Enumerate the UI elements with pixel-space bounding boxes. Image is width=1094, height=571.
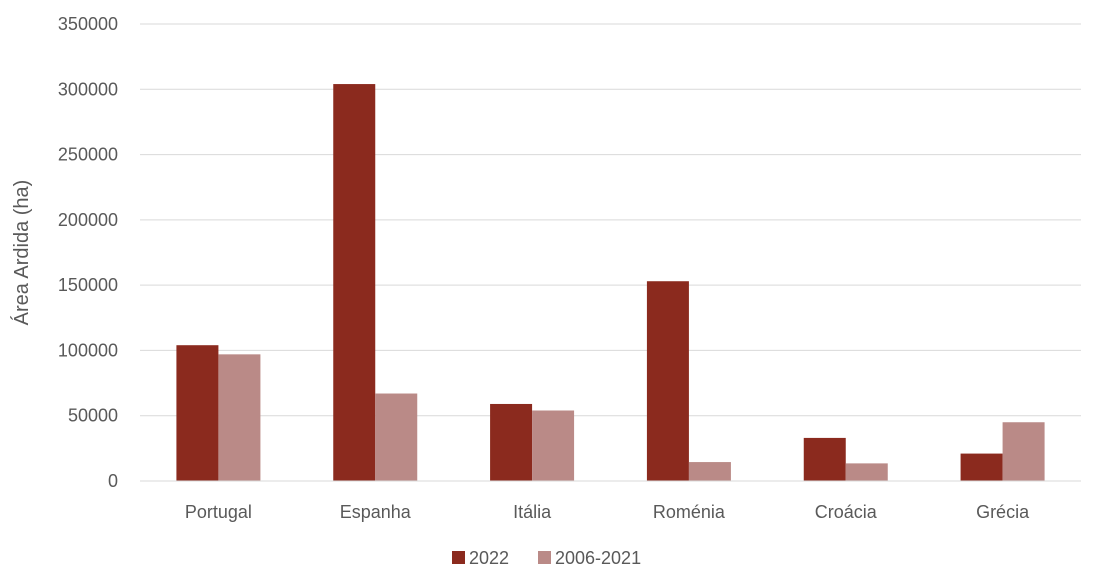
bar-series2 [532, 410, 575, 481]
bar-series2 [375, 393, 418, 481]
x-axis-ticks: Portugal Espanha Itália Roménia Croácia Gréci… [185, 502, 1030, 522]
legend: 2022 2006-2021 [452, 548, 641, 568]
x-tick-label: Croácia [815, 502, 878, 522]
x-tick-label: Espanha [340, 502, 412, 522]
legend-label: 2022 [469, 548, 509, 568]
x-tick-label: Itália [513, 502, 552, 522]
bar-series2 [218, 354, 261, 481]
bars [176, 84, 1045, 481]
y-tick-label: 150000 [58, 275, 118, 295]
y-tick-label: 300000 [58, 79, 118, 99]
bar-series1 [803, 437, 846, 481]
y-tick-label: 50000 [68, 406, 118, 426]
legend-swatch [538, 551, 551, 564]
bar-series1 [490, 403, 533, 481]
y-tick-label: 250000 [58, 145, 118, 165]
bar-series2 [845, 463, 888, 481]
legend-swatch [452, 551, 465, 564]
bar-series1 [333, 84, 376, 481]
gridlines [140, 23, 1081, 417]
y-tick-label: 0 [108, 471, 118, 491]
y-tick-label: 100000 [58, 340, 118, 360]
y-tick-label: 350000 [58, 14, 118, 34]
bar-series2 [1002, 422, 1045, 481]
legend-label: 2006-2021 [555, 548, 641, 568]
bar-series1 [646, 281, 689, 481]
bar-series1 [960, 453, 1003, 481]
x-tick-label: Roménia [653, 502, 726, 522]
x-tick-label: Grécia [976, 502, 1030, 522]
bar-series2 [688, 462, 731, 481]
y-axis-ticks: 0 50000 100000 150000 200000 250000 300000 3500… [58, 14, 118, 491]
x-tick-label: Portugal [185, 502, 252, 522]
y-tick-label: 200000 [58, 210, 118, 230]
bar-series1 [176, 345, 219, 481]
y-axis-title: Área Ardida (ha) [10, 180, 33, 326]
